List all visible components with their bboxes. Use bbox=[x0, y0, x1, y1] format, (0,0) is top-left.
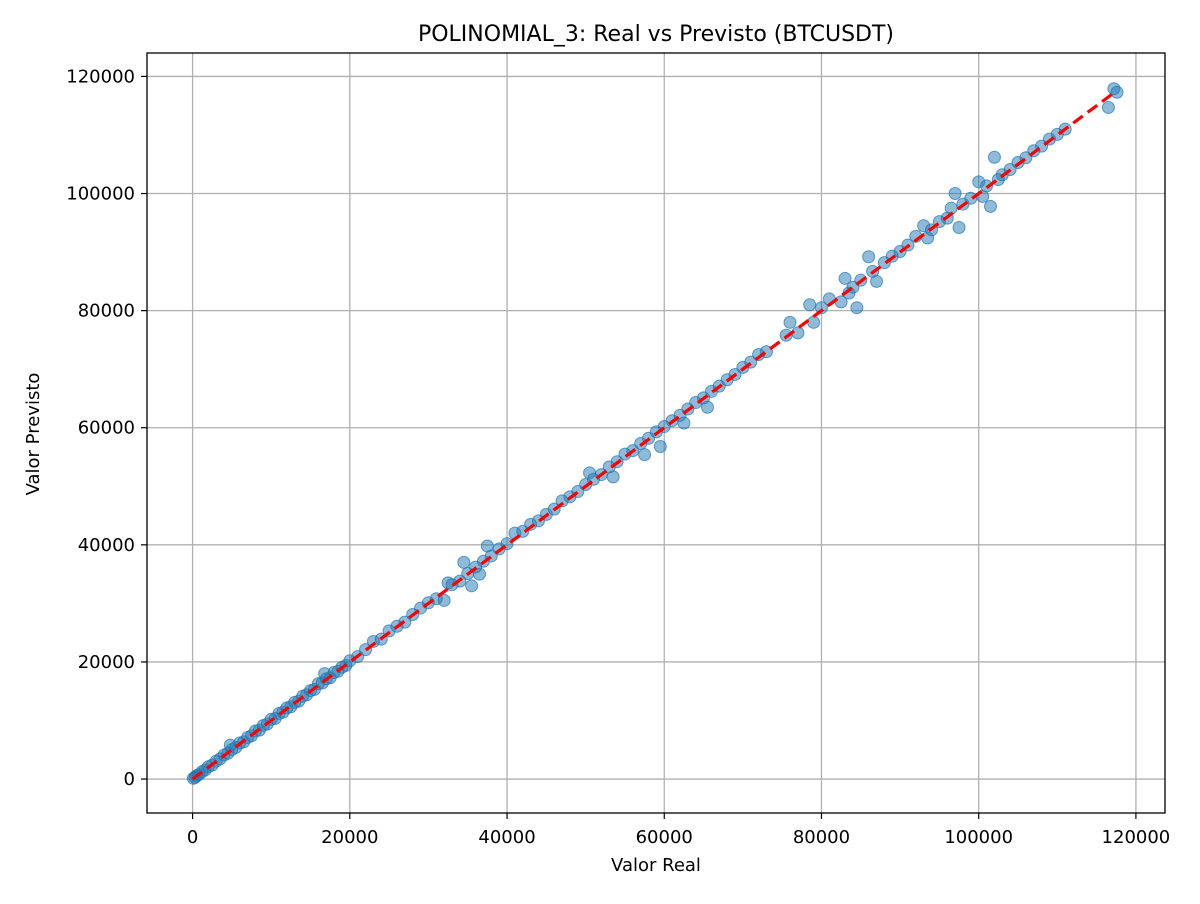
y-tick-label: 0 bbox=[124, 769, 135, 790]
y-tick-label: 100000 bbox=[66, 184, 135, 205]
data-point bbox=[870, 274, 884, 288]
data-point bbox=[987, 150, 1001, 164]
chart-title: POLINOMIAL_3: Real vs Previsto (BTCUSDT) bbox=[418, 22, 894, 47]
y-axis-label: Valor Previsto bbox=[23, 373, 44, 496]
data-point bbox=[803, 298, 817, 312]
x-axis-label: Valor Real bbox=[611, 855, 701, 876]
data-point bbox=[783, 315, 797, 329]
data-point bbox=[700, 400, 714, 414]
data-point bbox=[850, 301, 864, 315]
y-tick-label: 60000 bbox=[78, 418, 135, 439]
reference-line-layer bbox=[191, 89, 1118, 781]
x-tick-label: 20000 bbox=[321, 827, 378, 848]
x-tick-label: 40000 bbox=[478, 827, 535, 848]
data-point bbox=[473, 567, 487, 581]
data-point bbox=[653, 439, 667, 453]
data-point bbox=[437, 593, 451, 607]
data-point bbox=[606, 470, 620, 484]
data-point bbox=[1101, 100, 1115, 114]
y-tick-label: 80000 bbox=[78, 301, 135, 322]
x-tick-label: 60000 bbox=[636, 827, 693, 848]
y-tick-label: 40000 bbox=[78, 535, 135, 556]
reference-line bbox=[191, 89, 1118, 781]
data-point bbox=[838, 271, 852, 285]
data-point bbox=[1110, 85, 1124, 99]
data-point bbox=[638, 448, 652, 462]
data-point bbox=[465, 579, 479, 593]
x-tick-label: 80000 bbox=[793, 827, 850, 848]
data-point bbox=[952, 220, 966, 234]
data-point bbox=[457, 555, 471, 569]
y-tick-label: 120000 bbox=[66, 66, 135, 87]
data-point bbox=[948, 187, 962, 201]
data-point bbox=[814, 301, 828, 315]
data-point bbox=[862, 250, 876, 264]
data-point bbox=[983, 199, 997, 213]
data-point bbox=[807, 315, 821, 329]
data-point bbox=[677, 416, 691, 430]
x-tick-label: 100000 bbox=[944, 827, 1013, 848]
x-tick-label: 120000 bbox=[1102, 827, 1171, 848]
axis-ticks: 0 20000 40000 60000 80000 100000 120000 0 20000 4… bbox=[66, 66, 1170, 848]
plot-frame bbox=[146, 52, 1166, 814]
y-tick-label: 20000 bbox=[78, 652, 135, 673]
x-tick-label: 0 bbox=[187, 827, 198, 848]
